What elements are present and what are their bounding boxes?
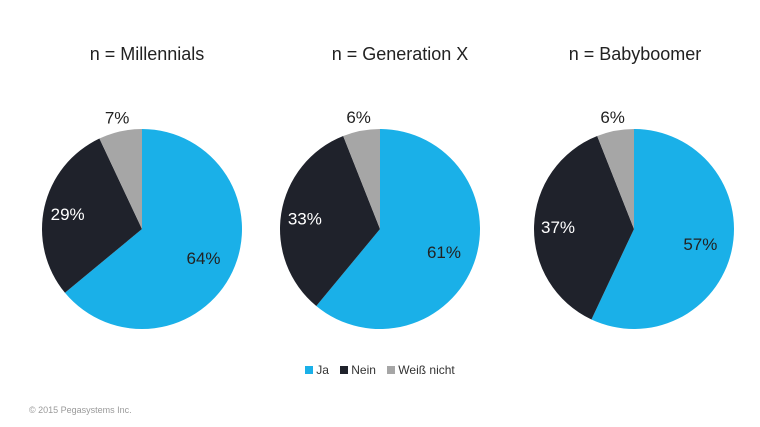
data-label: 37% xyxy=(541,218,575,237)
pie-slice-nein xyxy=(41,138,142,293)
data-label: 6% xyxy=(346,108,371,127)
pie-slice-nein xyxy=(279,136,380,307)
legend-swatch-ja xyxy=(305,366,314,374)
legend-item-weiss-nicht: Weiß nicht xyxy=(387,363,455,377)
legend-swatch-nein xyxy=(340,366,349,374)
legend-swatch-weiss-nicht xyxy=(387,366,396,374)
pie-slice-ja xyxy=(316,129,481,329)
legend-label: Ja xyxy=(316,363,329,377)
pie-slice-ja xyxy=(64,129,243,329)
pie-slice-wei-nicht xyxy=(99,129,142,229)
pie-slice-wei-nicht xyxy=(343,129,380,229)
copyright: © 2015 Pegasystems Inc. xyxy=(29,405,132,415)
legend-label: Nein xyxy=(351,363,376,377)
chart-title: n = Babyboomer xyxy=(569,44,702,64)
data-label: 6% xyxy=(600,108,625,127)
pie-slice-nein xyxy=(534,136,634,320)
legend-item-ja: Ja xyxy=(305,363,329,377)
pie-slice-wei-nicht xyxy=(597,129,634,229)
legend-item-nein: Nein xyxy=(340,363,376,377)
chart-title: n = Millennials xyxy=(90,44,205,64)
legend-label: Weiß nicht xyxy=(398,363,455,377)
data-label: 7% xyxy=(105,109,130,128)
pie-slice-ja xyxy=(591,129,734,329)
data-label: 33% xyxy=(288,209,322,228)
data-label: 29% xyxy=(51,205,85,224)
legend: Ja Nein Weiß nicht xyxy=(0,363,760,377)
chart-title: n = Generation X xyxy=(332,44,469,64)
data-label: 64% xyxy=(187,249,221,268)
data-label: 57% xyxy=(683,235,717,254)
data-label: 61% xyxy=(427,243,461,262)
